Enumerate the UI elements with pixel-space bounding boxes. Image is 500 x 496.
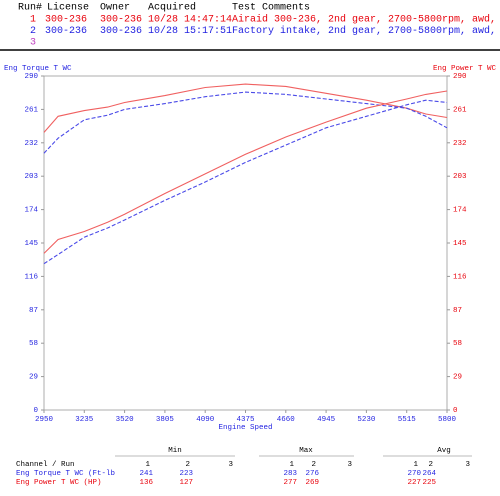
summary-value: 136: [139, 479, 153, 487]
channel-header: Channel / Run: [16, 461, 75, 469]
y2-axis-title: Eng Power T WC: [433, 65, 497, 73]
y2-tick-label: 145: [453, 240, 467, 248]
y2-tick-label: 261: [453, 106, 467, 114]
x-axis-title: Engine Speed: [218, 424, 272, 432]
column-header: License: [47, 2, 89, 14]
header-cell: 300-236: [45, 26, 87, 37]
column-header: Test Comments: [232, 3, 310, 14]
y-tick-label: 174: [24, 207, 38, 215]
header-cell: 10/28 15:17:51: [148, 25, 232, 37]
y2-tick-label: 203: [453, 173, 467, 181]
y-tick-label: 29: [29, 374, 38, 382]
y-tick-label: 87: [29, 307, 38, 315]
series-line: [43, 99, 448, 265]
run-number: 1: [145, 461, 150, 469]
summary-value: 241: [139, 470, 153, 478]
x-tick-label: 5230: [357, 416, 376, 424]
header-cell: 300-236: [100, 15, 142, 26]
y-axis-title: Eng Torque T WC: [4, 65, 72, 73]
y-tick-label: 116: [24, 273, 38, 281]
header-cell: 300-236: [45, 15, 87, 26]
x-tick-label: 2950: [35, 416, 54, 424]
run-number: 3: [228, 461, 233, 469]
y2-tick-label: 58: [453, 340, 462, 348]
y-tick-label: 145: [24, 240, 38, 248]
y-tick-label: 261: [24, 106, 38, 114]
column-header: Owner: [100, 3, 130, 14]
x-tick-label: 3235: [75, 416, 94, 424]
header-cell: 3: [30, 38, 36, 49]
x-tick-label: 4660: [277, 416, 296, 424]
y2-tick-label: 116: [453, 273, 467, 281]
series-line: [43, 90, 448, 254]
channel-name: Eng Torque T WC (Ft-lb: [16, 470, 115, 478]
run-number: 3: [465, 461, 470, 469]
run-number: 2: [428, 461, 433, 469]
y2-tick-label: 232: [453, 140, 467, 148]
summary-group: Min: [168, 447, 182, 455]
summary-value: 225: [422, 479, 436, 487]
y-tick-label: 232: [24, 140, 38, 148]
summary-value: 227: [407, 479, 421, 487]
summary-value: 264: [422, 470, 436, 478]
column-header: Acquired: [148, 2, 196, 14]
y2-tick-label: 0: [453, 407, 458, 415]
header-cell: 1: [30, 15, 36, 26]
run-number: 2: [311, 461, 316, 469]
x-tick-label: 3805: [156, 416, 175, 424]
summary-value: 277: [283, 479, 297, 487]
x-tick-label: 5800: [438, 416, 457, 424]
y2-tick-label: 174: [453, 207, 467, 215]
x-tick-label: 4090: [196, 416, 215, 424]
run-number: 2: [185, 461, 190, 469]
summary-value: 269: [305, 479, 319, 487]
summary-value: 223: [179, 470, 193, 478]
header-cell: 2: [30, 26, 36, 37]
x-tick-label: 3520: [116, 416, 135, 424]
run-number: 1: [413, 461, 418, 469]
series-line: [43, 91, 448, 154]
summary-value: 283: [283, 470, 297, 478]
summary-group: Avg: [437, 447, 451, 455]
run-number: 3: [347, 461, 352, 469]
y-tick-label: 0: [33, 407, 38, 415]
y2-tick-label: 29: [453, 374, 462, 382]
header-cell: Factory intake, 2nd gear, 2700-5800rpm, …: [232, 25, 500, 37]
channel-name: Eng Power T WC (HP): [16, 479, 102, 487]
summary-group: Max: [299, 447, 313, 455]
x-tick-label: 4375: [236, 416, 255, 424]
column-header: Run#: [18, 3, 42, 14]
summary-value: 276: [305, 470, 319, 478]
y2-tick-label: 87: [453, 307, 462, 315]
x-tick-label: 5515: [398, 416, 417, 424]
y2-tick-label: 290: [453, 73, 467, 81]
run-number: 1: [289, 461, 294, 469]
y-tick-label: 58: [29, 340, 38, 348]
header-cell: Airaid 300-236, 2nd gear, 2700-5800rpm, …: [232, 14, 500, 26]
header-cell: 10/28 14:47:14: [148, 14, 232, 26]
x-tick-label: 4945: [317, 416, 336, 424]
y-tick-label: 290: [24, 73, 38, 81]
summary-value: 270: [407, 470, 421, 478]
y-tick-label: 203: [24, 173, 38, 181]
summary-value: 127: [179, 479, 193, 487]
header-cell: 300-236: [100, 26, 142, 37]
